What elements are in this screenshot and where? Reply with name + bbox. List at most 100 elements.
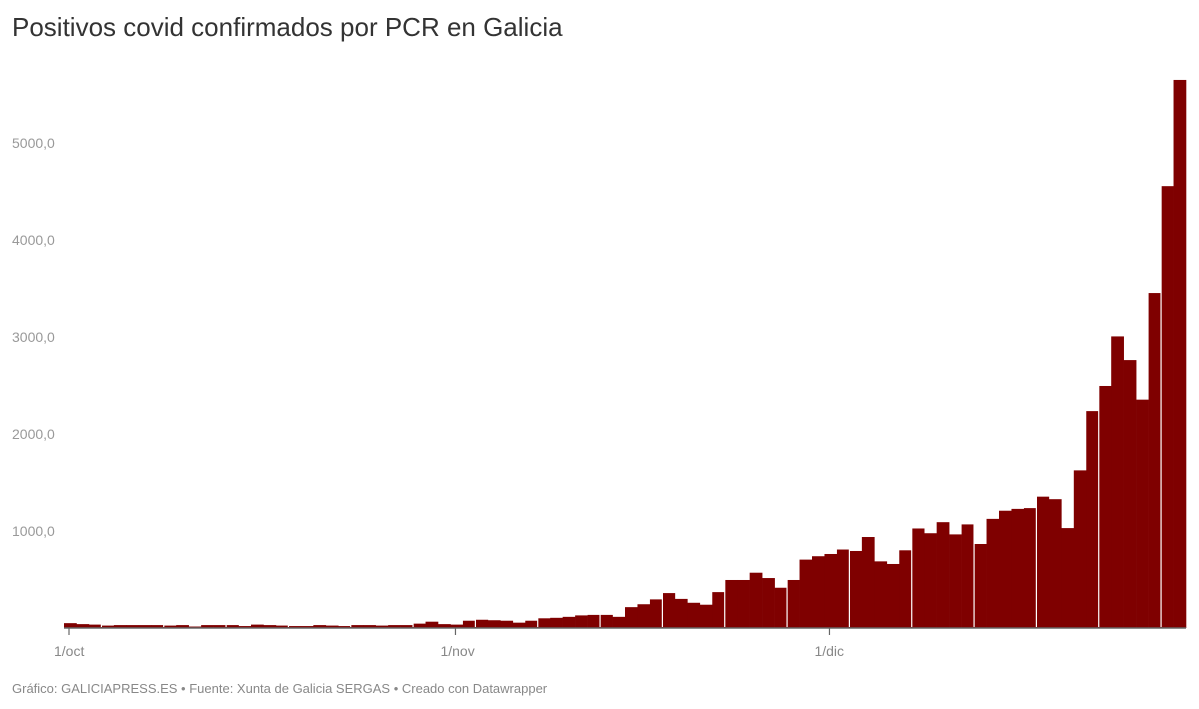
bar bbox=[438, 624, 451, 628]
bar bbox=[525, 620, 539, 628]
bar bbox=[487, 620, 501, 628]
bar bbox=[637, 604, 651, 628]
bar bbox=[849, 550, 863, 628]
bar bbox=[949, 534, 962, 628]
bar bbox=[899, 550, 913, 628]
bar bbox=[1161, 186, 1174, 629]
bar bbox=[475, 619, 489, 628]
bar bbox=[575, 615, 588, 628]
bar bbox=[762, 578, 775, 628]
bar bbox=[562, 616, 576, 628]
y-tick-label: 4000,0 bbox=[12, 232, 55, 248]
bar bbox=[1061, 528, 1075, 628]
bar bbox=[1048, 499, 1062, 628]
y-tick-label: 1000,0 bbox=[12, 523, 55, 539]
chart-footer: Gráfico: GALICIAPRESS.ES • Fuente: Xunta… bbox=[12, 681, 548, 696]
bar bbox=[176, 625, 189, 628]
bar bbox=[999, 510, 1012, 628]
bar bbox=[388, 625, 401, 628]
bar bbox=[313, 625, 327, 628]
x-tick-label: 1/oct bbox=[54, 643, 84, 659]
bar bbox=[226, 625, 239, 628]
bar bbox=[587, 614, 601, 628]
bar bbox=[1098, 385, 1112, 628]
bar bbox=[400, 625, 414, 628]
bar bbox=[911, 528, 925, 628]
bar bbox=[300, 626, 314, 628]
bar bbox=[462, 620, 476, 628]
x-tick-label: 1/dic bbox=[814, 643, 844, 659]
bar bbox=[1086, 411, 1100, 628]
bar bbox=[724, 579, 738, 628]
bar bbox=[500, 620, 514, 628]
bar bbox=[413, 623, 426, 628]
bar bbox=[687, 602, 701, 628]
y-tick-label: 3000,0 bbox=[12, 329, 55, 345]
bar bbox=[974, 543, 987, 628]
bar bbox=[1148, 293, 1162, 628]
bar bbox=[1023, 508, 1037, 628]
bar bbox=[550, 617, 563, 628]
bar bbox=[101, 625, 115, 628]
bar bbox=[836, 549, 850, 628]
bar bbox=[163, 625, 177, 628]
bar bbox=[1136, 399, 1149, 628]
bar bbox=[662, 593, 676, 628]
bar bbox=[151, 625, 165, 628]
bar bbox=[1173, 79, 1187, 628]
bar bbox=[737, 579, 750, 628]
bar bbox=[350, 625, 364, 628]
bar bbox=[961, 524, 975, 628]
bar bbox=[712, 592, 726, 628]
bar bbox=[338, 626, 352, 628]
bar bbox=[88, 624, 102, 628]
bar bbox=[450, 624, 464, 628]
bar bbox=[126, 625, 140, 628]
x-tick-label: 1/nov bbox=[440, 643, 474, 659]
bar bbox=[201, 625, 214, 628]
bar bbox=[612, 616, 626, 628]
x-axis: 1/oct 1/nov 1/dic bbox=[54, 628, 844, 659]
bar bbox=[425, 621, 439, 628]
bar bbox=[787, 579, 800, 628]
bar bbox=[874, 561, 888, 628]
bar bbox=[886, 563, 900, 628]
bar bbox=[699, 604, 713, 628]
chart-title: Positivos covid confirmados por PCR en G… bbox=[12, 12, 563, 42]
bar bbox=[774, 587, 788, 628]
bar bbox=[113, 625, 127, 628]
bar bbox=[251, 624, 264, 628]
bar bbox=[1036, 496, 1050, 628]
bar bbox=[537, 618, 551, 628]
bar bbox=[600, 614, 613, 628]
bar bbox=[263, 625, 277, 628]
bar bbox=[1073, 470, 1087, 628]
bar bbox=[812, 556, 825, 628]
bar bbox=[76, 624, 90, 628]
bar bbox=[824, 553, 838, 628]
bar bbox=[138, 625, 152, 628]
bar bbox=[363, 625, 376, 628]
bar bbox=[1011, 508, 1025, 628]
bar bbox=[674, 598, 688, 628]
bar bbox=[213, 625, 227, 628]
bar bbox=[238, 626, 252, 628]
bar bbox=[625, 607, 638, 628]
bar bbox=[936, 522, 950, 628]
bar bbox=[986, 518, 1000, 628]
bar bbox=[288, 626, 302, 628]
bar bbox=[649, 599, 663, 628]
bar bbox=[924, 533, 937, 628]
bar bbox=[512, 622, 526, 628]
bar bbox=[799, 559, 813, 628]
bar bbox=[861, 537, 875, 628]
y-tick-label: 5000,0 bbox=[12, 135, 55, 151]
bar bbox=[275, 625, 289, 628]
bar bbox=[325, 625, 339, 628]
bar bbox=[64, 623, 77, 628]
bars-group bbox=[64, 79, 1187, 629]
y-axis: 1000,0 2000,0 3000,0 4000,0 5000,0 bbox=[12, 135, 55, 539]
bar bbox=[749, 572, 763, 628]
bar bbox=[375, 625, 389, 628]
